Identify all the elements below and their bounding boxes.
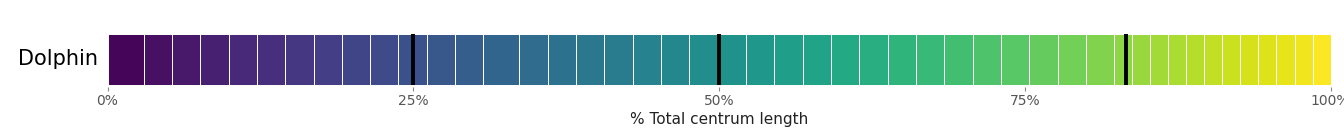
Bar xyxy=(1132,34,1150,85)
Bar xyxy=(484,34,520,85)
Bar xyxy=(1168,34,1187,85)
Bar xyxy=(456,34,484,85)
Bar xyxy=(887,34,917,85)
Bar xyxy=(1204,34,1223,85)
Bar xyxy=(973,34,1001,85)
Bar xyxy=(285,34,313,85)
Bar xyxy=(605,34,633,85)
Bar xyxy=(1223,34,1241,85)
Bar xyxy=(633,34,661,85)
Bar xyxy=(917,34,945,85)
Bar xyxy=(1114,34,1132,85)
Bar xyxy=(108,34,144,85)
Bar xyxy=(1086,34,1114,85)
Bar xyxy=(1150,34,1168,85)
Bar xyxy=(1313,34,1331,85)
Bar xyxy=(370,34,398,85)
Bar xyxy=(802,34,831,85)
Bar xyxy=(1058,34,1086,85)
Bar xyxy=(1001,34,1030,85)
Bar xyxy=(427,34,456,85)
Bar xyxy=(577,34,605,85)
Bar xyxy=(520,34,548,85)
Bar xyxy=(1030,34,1058,85)
Bar xyxy=(661,34,689,85)
Bar xyxy=(313,34,341,85)
Bar xyxy=(341,34,370,85)
Bar xyxy=(945,34,973,85)
Text: Dolphin: Dolphin xyxy=(17,49,98,69)
Bar xyxy=(1294,34,1313,85)
X-axis label: % Total centrum length: % Total centrum length xyxy=(630,112,808,127)
Bar xyxy=(859,34,887,85)
Bar xyxy=(746,34,774,85)
Bar xyxy=(831,34,859,85)
Bar xyxy=(1258,34,1277,85)
Bar xyxy=(1187,34,1204,85)
Bar xyxy=(774,34,802,85)
Bar xyxy=(1277,34,1294,85)
Bar xyxy=(228,34,257,85)
Bar xyxy=(548,34,577,85)
Bar xyxy=(257,34,285,85)
Bar xyxy=(398,34,427,85)
Bar xyxy=(200,34,228,85)
Bar xyxy=(1241,34,1258,85)
Bar xyxy=(718,34,746,85)
Bar xyxy=(689,34,718,85)
Bar xyxy=(172,34,200,85)
Bar xyxy=(144,34,172,85)
